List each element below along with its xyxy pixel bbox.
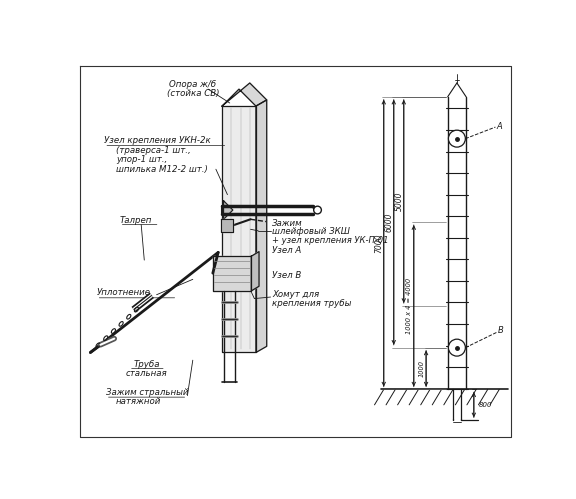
Text: (траверса-1 шт.,: (траверса-1 шт., [116,146,191,155]
Polygon shape [256,100,267,352]
Text: (стойка СВ): (стойка СВ) [166,89,219,98]
Text: Хомут для: Хомут для [272,290,319,299]
Text: Зажим стральный: Зажим стральный [106,388,188,397]
Text: Талреп: Талреп [120,216,152,225]
Text: Опора ж/б: Опора ж/б [169,80,217,89]
Circle shape [449,339,465,356]
Polygon shape [213,256,251,291]
Text: Узел В: Узел В [272,271,301,280]
Polygon shape [221,219,233,232]
Circle shape [449,130,465,147]
Text: Узел крепления УКН-2к: Узел крепления УКН-2к [104,136,211,145]
Text: натяжной: натяжной [116,397,161,406]
Text: 1000 х 4 = 4000: 1000 х 4 = 4000 [406,278,412,334]
Text: 6000: 6000 [385,213,393,232]
Text: упор-1 шт.,: упор-1 шт., [116,156,167,165]
Text: 7000: 7000 [374,234,384,253]
Polygon shape [222,83,267,106]
Text: Узел А: Узел А [272,247,301,255]
Text: крепления трубы: крепления трубы [272,299,351,308]
Polygon shape [222,106,256,352]
Text: шлейфовый ЗКШ: шлейфовый ЗКШ [272,227,350,236]
Polygon shape [251,251,259,291]
Text: Труба: Труба [133,360,160,369]
Text: Уплотнение: Уплотнение [97,288,150,297]
Text: А: А [497,122,503,131]
Text: шпилька М12-2 шт.): шпилька М12-2 шт.) [116,165,208,174]
Circle shape [314,206,321,214]
Text: Зажим: Зажим [272,219,303,228]
Polygon shape [223,201,233,219]
Text: + узел крепления УК-П-01: + узел крепления УК-П-01 [272,236,389,245]
Text: 800: 800 [479,402,492,408]
Text: 5000: 5000 [395,192,404,211]
Text: В: В [498,326,503,335]
Text: 1000: 1000 [419,360,425,377]
Text: стальная: стальная [126,369,168,378]
